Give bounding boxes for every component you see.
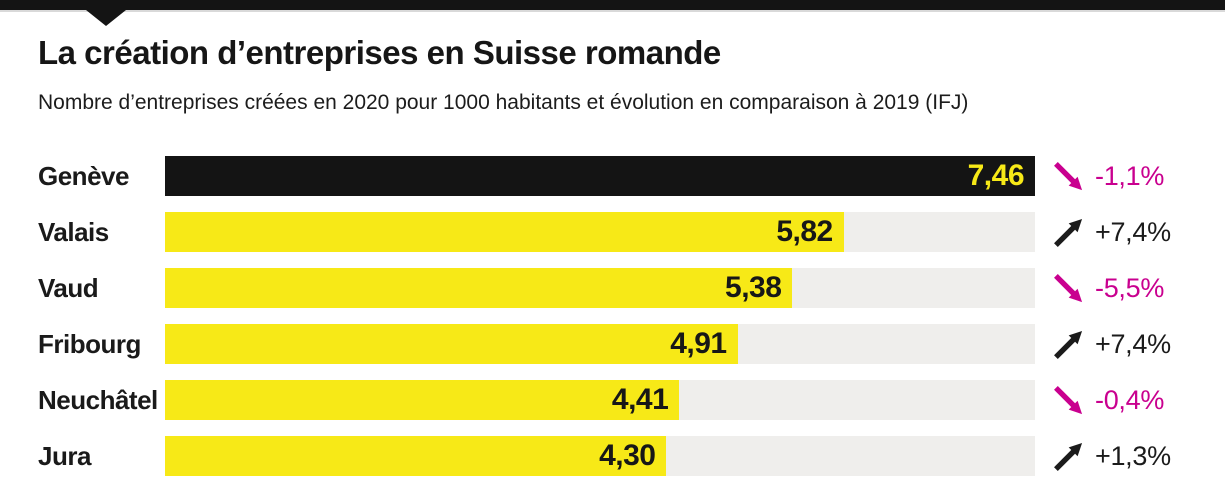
trend-down-icon xyxy=(1054,273,1083,302)
row-label: Fribourg xyxy=(38,329,141,359)
trend-up-icon xyxy=(1054,330,1083,359)
bar-row: Genève 7,46 -1,1% xyxy=(0,156,1225,196)
bar-row: Vaud 5,38 -5,5% xyxy=(0,268,1225,308)
row-label: Vaud xyxy=(38,273,99,303)
trend-value: -5,5% xyxy=(1095,272,1165,303)
trend-value: +1,3% xyxy=(1095,440,1171,471)
chart-title: La création d’entreprises en Suisse roma… xyxy=(38,34,721,71)
bar: 4,91 xyxy=(165,324,738,364)
bar-track: 4,41 xyxy=(165,380,1035,420)
row-label: Neuchâtel xyxy=(38,385,158,415)
row-label: Genève xyxy=(38,161,129,191)
bar-row: Valais 5,82 +7,4% xyxy=(0,212,1225,252)
row-label: Valais xyxy=(38,217,109,247)
trend-up-icon xyxy=(1054,442,1083,471)
bar-track: 4,91 xyxy=(165,324,1035,364)
trend-value: -0,4% xyxy=(1095,384,1165,415)
trend-value: +7,4% xyxy=(1095,216,1171,247)
masthead-tab-pointer xyxy=(86,10,126,26)
trend-down-icon xyxy=(1054,385,1083,414)
bar: 5,82 xyxy=(165,212,844,252)
bar-track: 7,46 xyxy=(165,156,1035,196)
trend-down-icon xyxy=(1054,161,1083,190)
bar: 5,38 xyxy=(165,268,793,308)
bar-row: Neuchâtel 4,41 -0,4% xyxy=(0,380,1225,420)
bar: 7,46 xyxy=(165,156,1035,196)
bar-row: Fribourg 4,91 +7,4% xyxy=(0,324,1225,364)
masthead-bar xyxy=(0,0,1225,12)
trend: -0,4% xyxy=(1053,385,1164,416)
bar-value: 4,91 xyxy=(670,327,727,360)
trend: +1,3% xyxy=(1053,441,1171,472)
trend: -1,1% xyxy=(1053,161,1164,192)
row-label: Jura xyxy=(38,441,91,471)
bar-value: 5,38 xyxy=(725,271,782,304)
bar-value: 4,41 xyxy=(611,383,669,416)
trend: +7,4% xyxy=(1053,217,1171,248)
bar-value: 4,30 xyxy=(599,439,656,472)
bar-track: 5,82 xyxy=(165,212,1035,252)
bar-track: 5,38 xyxy=(165,268,1035,308)
trend: +7,4% xyxy=(1053,329,1171,360)
bar-value: 5,82 xyxy=(776,215,833,248)
trend-value: +7,4% xyxy=(1095,328,1171,359)
trend: -5,5% xyxy=(1053,273,1164,304)
bar-track: 4,30 xyxy=(165,436,1035,476)
bar: 4,41 xyxy=(165,380,680,420)
trend-value: -1,1% xyxy=(1095,160,1165,191)
bar-value: 7,46 xyxy=(967,159,1025,192)
bar-rows: Genève 7,46 -1,1% Valais xyxy=(0,156,1225,492)
chart-subtitle: Nombre d’entreprises créées en 2020 pour… xyxy=(38,91,969,114)
bar-row: Jura 4,30 +1,3% xyxy=(0,436,1225,476)
bar: 4,30 xyxy=(165,436,667,476)
trend-up-icon xyxy=(1054,218,1083,247)
